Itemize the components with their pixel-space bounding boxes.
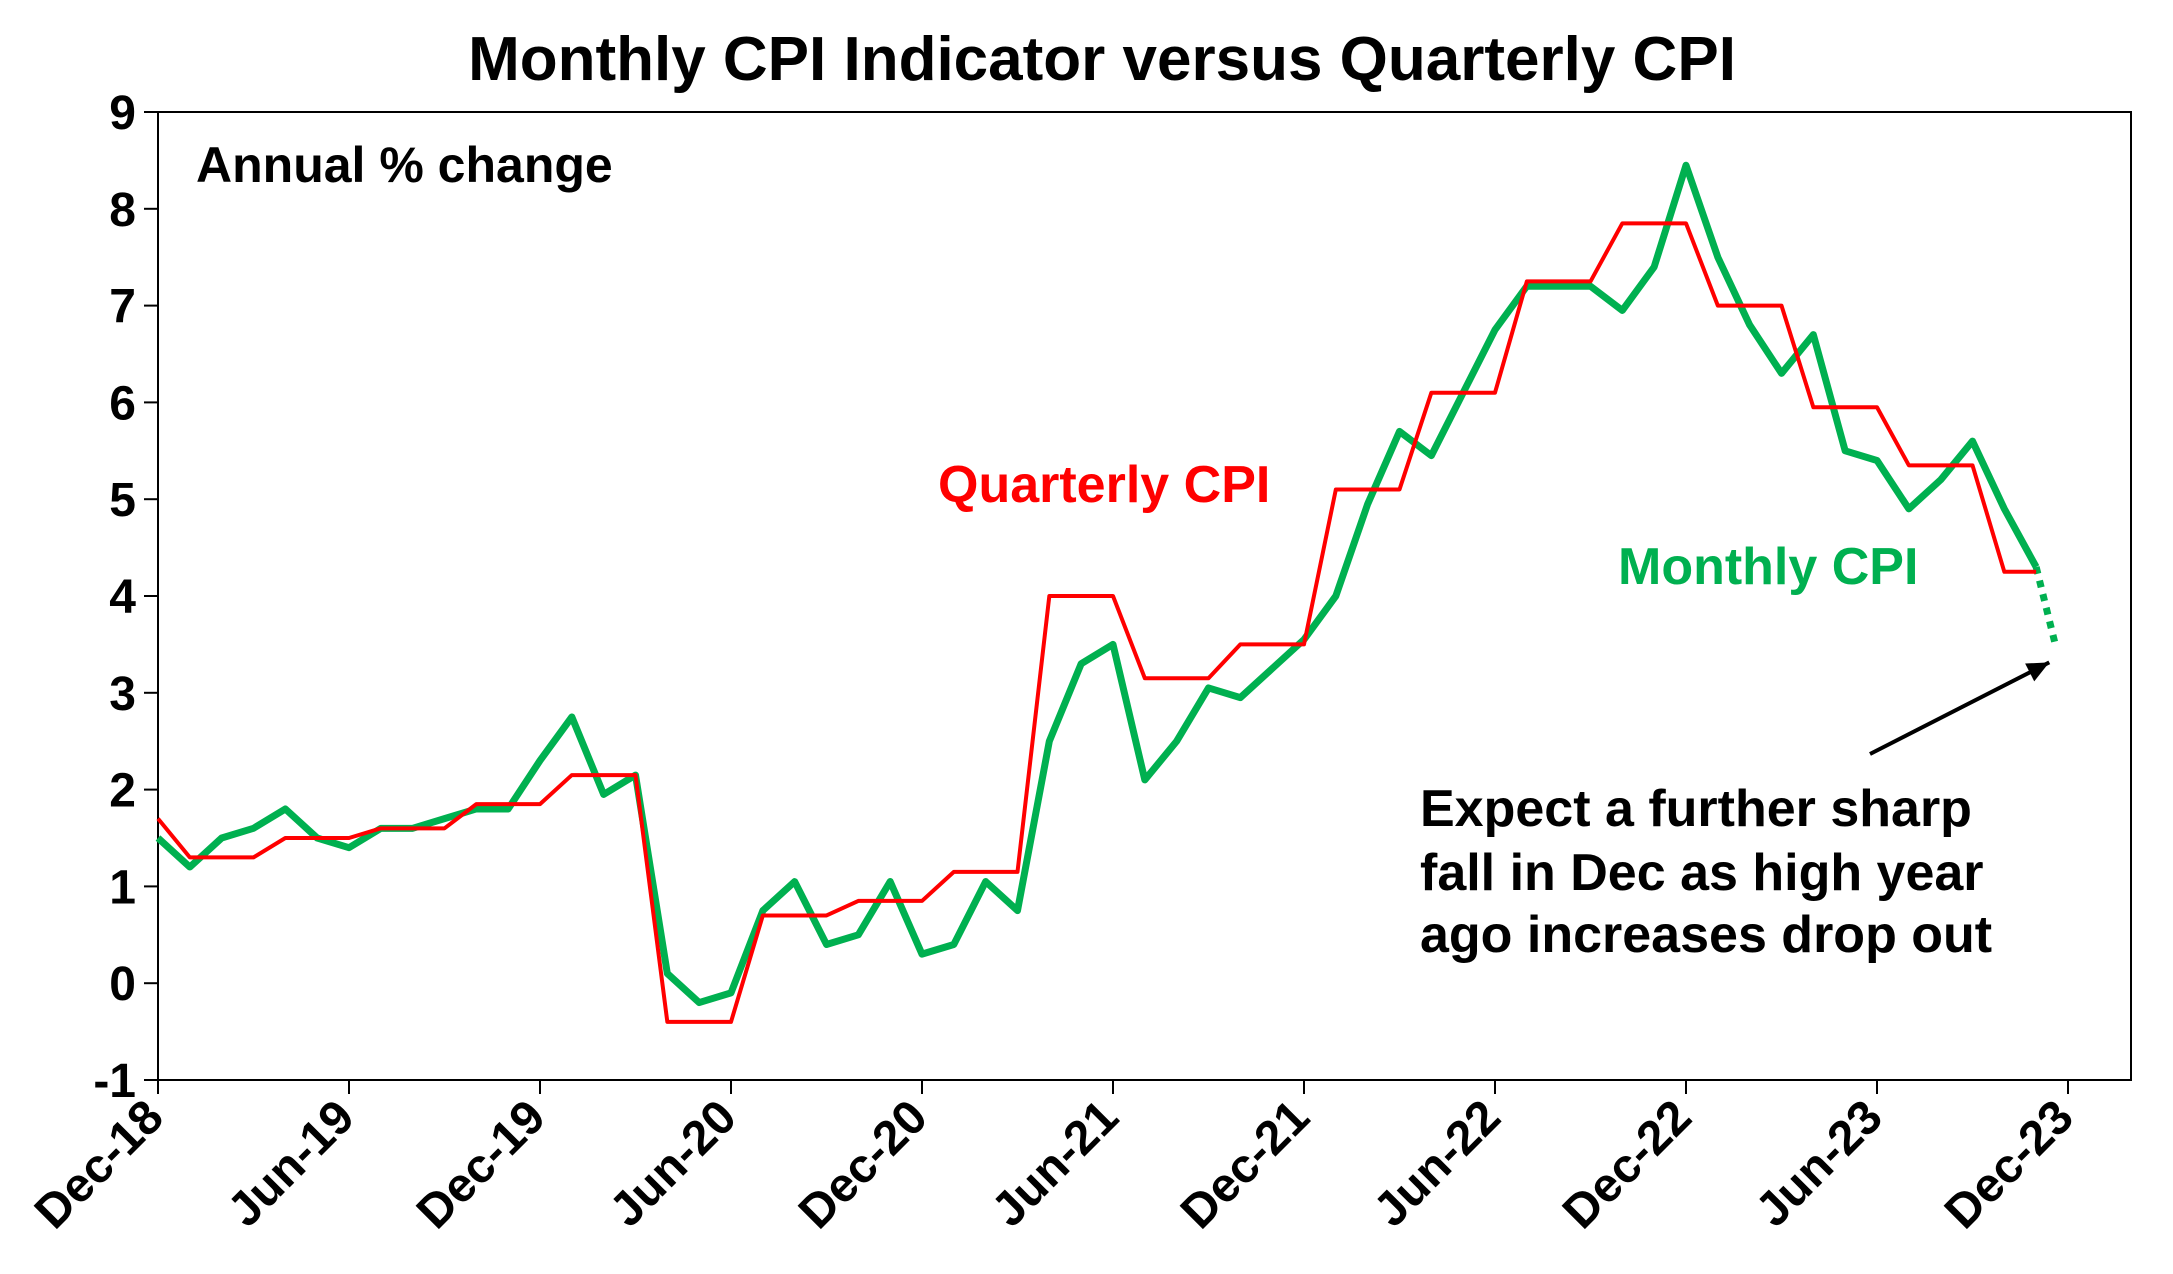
- annotation-line-1: Expect a further sharp: [1420, 780, 1972, 838]
- y-axis-label: Annual % change: [196, 137, 613, 193]
- label-monthly-cpi: Monthly CPI: [1618, 538, 1918, 596]
- x-tick-label: Dec-23: [1935, 1090, 2084, 1239]
- y-tick-label: 8: [109, 184, 136, 237]
- arrowhead-icon: [2025, 662, 2050, 682]
- label-quarterly-cpi: Quarterly CPI: [938, 456, 1270, 514]
- monthly-cpi-forecast-line: [2032, 566, 2059, 646]
- x-tick-label: Jun-21: [982, 1090, 1129, 1237]
- annotation-arrow: [1869, 660, 2051, 756]
- x-tick-label: Jun-20: [600, 1090, 747, 1237]
- y-tick-label: 2: [109, 765, 136, 818]
- x-tick-label: Dec-21: [1171, 1090, 1320, 1239]
- y-tick-label: 3: [109, 668, 136, 721]
- x-tick-label: Jun-22: [1364, 1090, 1511, 1237]
- quarterly-cpi-line: [156, 221, 2037, 1024]
- y-tick-label: 4: [109, 571, 136, 624]
- chart-title: Monthly CPI Indicator versus Quarterly C…: [468, 25, 1736, 94]
- y-tick-label: 1: [109, 861, 136, 914]
- annotation-note: Expect a further sharp fall in Dec as hi…: [1420, 780, 1992, 964]
- y-tick-label: 9: [109, 87, 136, 140]
- y-tick-label: 7: [109, 281, 136, 334]
- x-tick-label: Dec-19: [407, 1090, 556, 1239]
- y-tick-label: -1: [93, 1055, 136, 1108]
- y-tick-label: 6: [109, 377, 136, 430]
- annotation-line-3: ago increases drop out: [1420, 906, 1992, 964]
- annotation-line-2: fall in Dec as high year: [1420, 844, 1984, 902]
- x-tick-label: Jun-23: [1746, 1090, 1893, 1237]
- x-tick-label: Dec-20: [789, 1090, 938, 1239]
- y-tick-label: 5: [109, 474, 136, 527]
- x-tick-label: Dec-22: [1553, 1090, 1702, 1239]
- x-tick-label: Dec-18: [25, 1090, 174, 1239]
- x-tick-label: Jun-19: [218, 1090, 365, 1237]
- y-tick-label: 0: [109, 958, 136, 1011]
